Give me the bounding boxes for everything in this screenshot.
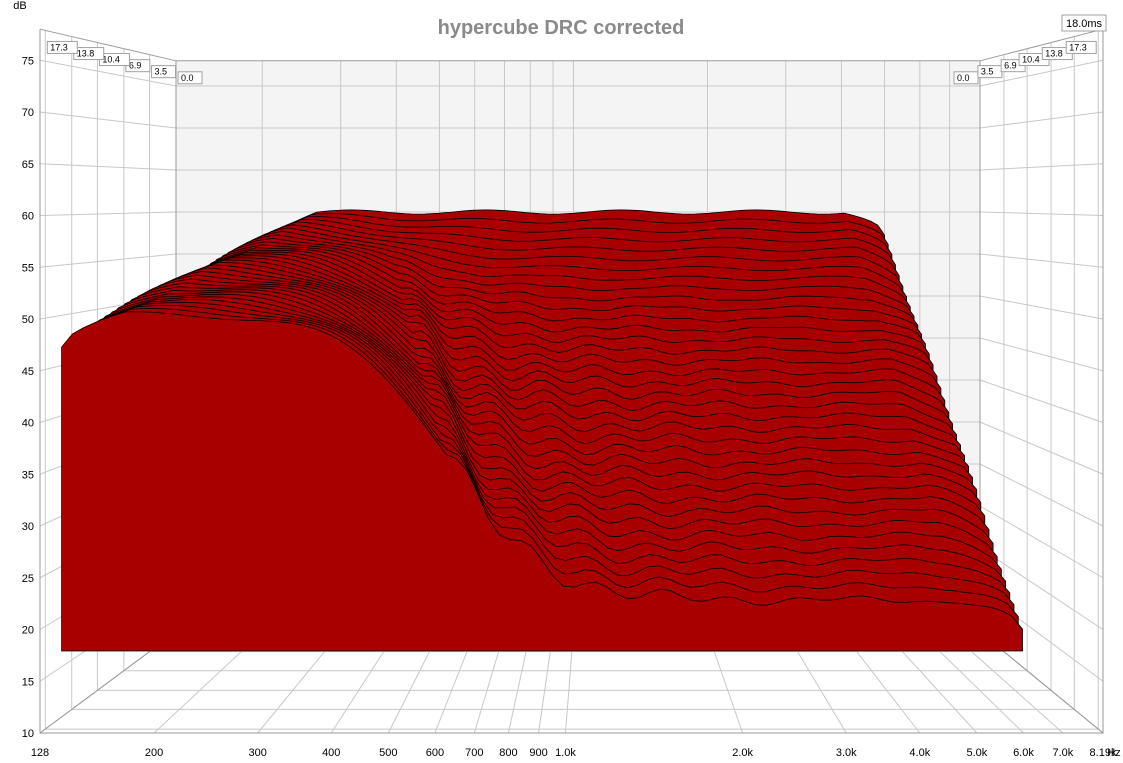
y-axis-label: dB bbox=[13, 0, 26, 12]
y-tick-label: 65 bbox=[22, 159, 34, 171]
y-grid-line bbox=[39, 111, 1104, 129]
x-tick-label: 700 bbox=[465, 747, 483, 759]
time-max-box bbox=[1061, 14, 1107, 32]
time-tick-label-right: 10.4 bbox=[1022, 55, 1040, 65]
time-tick-label-left: 17.3 bbox=[50, 42, 68, 52]
x-tick-label: 400 bbox=[322, 747, 340, 759]
y-tick-label: 35 bbox=[22, 469, 34, 481]
x-tick-label: 800 bbox=[499, 747, 517, 759]
chart-title: hypercube DRC corrected bbox=[438, 17, 685, 39]
x-tick-label: 4.0k bbox=[909, 747, 930, 759]
y-tick-label: 50 bbox=[22, 314, 34, 326]
y-tick-label: 70 bbox=[22, 107, 34, 119]
time-tick-label-left: 13.8 bbox=[77, 49, 95, 59]
x-tick-label: 128 bbox=[31, 747, 49, 759]
y-tick-label: 15 bbox=[22, 676, 34, 688]
front-frame bbox=[39, 29, 1104, 734]
time-label-box-left bbox=[177, 71, 203, 85]
x-tick-label: 600 bbox=[426, 747, 444, 759]
y-grid-line bbox=[39, 211, 1104, 216]
y-tick-label: 55 bbox=[22, 262, 34, 274]
time-label-box-left bbox=[151, 65, 177, 79]
time-label-box-left bbox=[46, 40, 78, 54]
time-tick-label-left: 0.0 bbox=[181, 73, 194, 83]
x-tick-label: 200 bbox=[145, 747, 163, 759]
y-grid-line bbox=[39, 59, 1104, 87]
time-tick-label-right: 13.8 bbox=[1045, 49, 1063, 59]
time-tick-label-right: 6.9 bbox=[1004, 61, 1017, 71]
time-grid-line bbox=[44, 30, 1099, 730]
x-tick-label: 500 bbox=[379, 747, 397, 759]
y-tick-label: 60 bbox=[22, 211, 34, 223]
y-tick-label: 40 bbox=[22, 418, 34, 430]
y-tick-label: 45 bbox=[22, 366, 34, 378]
x-tick-label: 900 bbox=[529, 747, 547, 759]
y-tick-label: 30 bbox=[22, 521, 34, 533]
x-tick-label: 1.0k bbox=[555, 747, 576, 759]
time-tick-label-right: 3.5 bbox=[981, 67, 994, 77]
x-tick-label: 2.0k bbox=[732, 747, 753, 759]
tick-labels: 10 15 20 25 30 35 40 45 50 55 60 65 70 75 128 200 300 400… bbox=[22, 14, 1117, 759]
depth-edge bbox=[979, 28, 1104, 62]
x-tick-label: 7.0k bbox=[1052, 747, 1073, 759]
x-axis-unit: Hz bbox=[1107, 747, 1120, 759]
y-grid-line bbox=[39, 163, 1104, 171]
x-tick-label: 5.0k bbox=[966, 747, 987, 759]
y-tick-label: 25 bbox=[22, 573, 34, 585]
x-tick-label: 3.0k bbox=[836, 747, 857, 759]
waterfall-slices bbox=[61, 209, 1023, 652]
time-max-label: 18.0ms bbox=[1066, 18, 1103, 30]
x-tick-label: 6.0k bbox=[1013, 747, 1034, 759]
y-tick-label: 75 bbox=[22, 55, 34, 67]
x-tick-label: 8.19k bbox=[1090, 747, 1117, 759]
waterfall-slice bbox=[61, 311, 1023, 652]
y-tick-label: 10 bbox=[22, 728, 34, 740]
time-label-box-right bbox=[1065, 40, 1097, 54]
x-tick-label: 300 bbox=[249, 747, 267, 759]
time-tick-label-right: 17.3 bbox=[1069, 42, 1087, 52]
time-tick-label-left: 10.4 bbox=[102, 55, 120, 65]
time-tick-label-left: 3.5 bbox=[155, 67, 168, 77]
y-tick-label: 20 bbox=[22, 625, 34, 637]
time-tick-label-left: 6.9 bbox=[129, 61, 142, 71]
time-tick-label-right: 0.0 bbox=[957, 73, 970, 83]
depth-edge bbox=[39, 28, 177, 62]
